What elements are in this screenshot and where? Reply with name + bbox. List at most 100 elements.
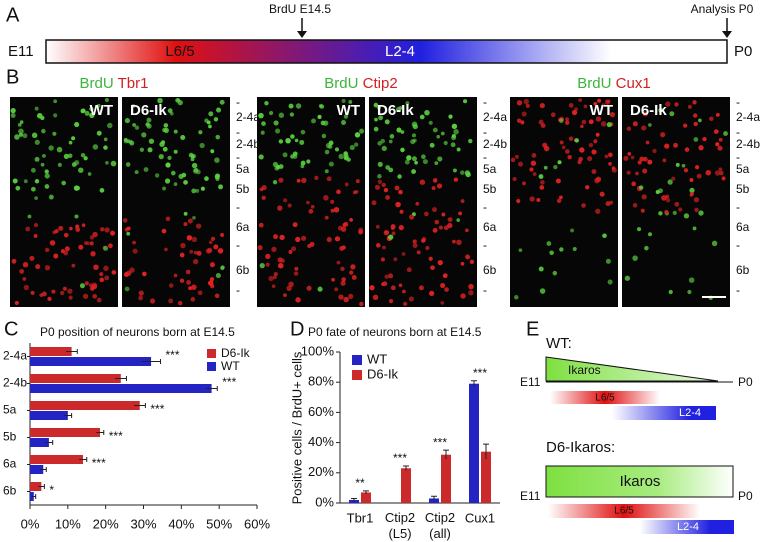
x-tick-label: 0% bbox=[21, 516, 40, 531]
cell bbox=[78, 244, 84, 250]
cell bbox=[338, 294, 344, 300]
cell bbox=[411, 133, 416, 138]
cell bbox=[124, 118, 130, 124]
cell bbox=[157, 97, 163, 104]
cell bbox=[693, 113, 698, 118]
cell bbox=[689, 187, 695, 193]
cell bbox=[104, 227, 110, 233]
cell bbox=[306, 285, 312, 291]
cell bbox=[630, 155, 635, 160]
cell bbox=[64, 246, 70, 252]
cell bbox=[176, 98, 181, 102]
cell bbox=[47, 296, 52, 302]
cell bbox=[214, 157, 220, 163]
cell bbox=[442, 273, 448, 279]
cell bbox=[398, 224, 404, 231]
cell bbox=[608, 152, 613, 158]
cell bbox=[41, 291, 47, 297]
cell bbox=[428, 256, 433, 261]
x-tick-label: 30% bbox=[130, 516, 156, 531]
cell bbox=[571, 109, 578, 116]
cell bbox=[288, 249, 293, 254]
cell bbox=[559, 118, 564, 123]
cell bbox=[539, 102, 545, 109]
panel-label: C bbox=[4, 318, 18, 340]
cell bbox=[210, 236, 216, 241]
cell bbox=[288, 281, 294, 288]
cell bbox=[408, 214, 415, 220]
cell bbox=[429, 290, 435, 296]
cell bbox=[359, 301, 364, 307]
cell bbox=[275, 128, 281, 134]
cell bbox=[105, 160, 109, 165]
cell bbox=[705, 169, 712, 176]
cell bbox=[277, 262, 284, 269]
bar bbox=[30, 401, 140, 410]
cell bbox=[341, 120, 346, 125]
cell bbox=[468, 283, 474, 290]
layer-boundary: - bbox=[736, 200, 740, 214]
cell bbox=[193, 258, 199, 265]
layer-label: 6b bbox=[236, 263, 250, 277]
cell bbox=[260, 130, 265, 135]
cell bbox=[162, 146, 168, 152]
cell bbox=[429, 142, 435, 148]
cell bbox=[540, 123, 546, 128]
early-label: L6/5 bbox=[595, 393, 615, 404]
cell bbox=[388, 273, 394, 279]
cell bbox=[604, 99, 611, 105]
cell bbox=[374, 184, 381, 190]
cell bbox=[292, 222, 298, 228]
cell bbox=[293, 271, 299, 276]
cell bbox=[78, 167, 84, 173]
cell bbox=[278, 112, 285, 118]
significance: *** bbox=[393, 451, 407, 465]
cell bbox=[220, 233, 224, 237]
cell bbox=[139, 147, 145, 152]
cell bbox=[324, 215, 329, 220]
cell bbox=[398, 189, 403, 195]
cell bbox=[324, 169, 329, 174]
cell bbox=[22, 133, 28, 139]
bar bbox=[441, 454, 451, 503]
cell bbox=[587, 155, 593, 162]
analysis-label: Analysis P0 bbox=[691, 2, 754, 16]
cell bbox=[359, 128, 365, 134]
y-tick-label: 80% bbox=[308, 374, 334, 389]
cell bbox=[611, 166, 616, 170]
layer-boundary: - bbox=[236, 238, 240, 252]
bar bbox=[481, 451, 491, 503]
cell bbox=[181, 172, 187, 178]
cell bbox=[173, 182, 178, 186]
cell bbox=[294, 138, 299, 143]
cell bbox=[627, 151, 632, 156]
cell bbox=[104, 97, 110, 103]
cell bbox=[400, 147, 405, 153]
cell bbox=[56, 146, 63, 153]
cell bbox=[85, 241, 90, 246]
cell bbox=[288, 103, 294, 109]
cell bbox=[132, 248, 138, 254]
cell bbox=[644, 245, 649, 251]
cell bbox=[355, 179, 360, 184]
cell bbox=[271, 246, 277, 253]
cell bbox=[564, 120, 570, 125]
cell bbox=[604, 154, 609, 159]
cell bbox=[664, 143, 670, 149]
cell bbox=[350, 264, 356, 270]
arrowhead bbox=[722, 31, 732, 38]
cell bbox=[555, 178, 561, 184]
chart-title: P0 position of neurons born at E14.5 bbox=[40, 325, 235, 339]
layer-label: 5a bbox=[483, 162, 497, 176]
cell bbox=[538, 174, 544, 179]
cell bbox=[348, 293, 354, 299]
cell bbox=[63, 250, 69, 256]
cell bbox=[378, 115, 384, 121]
y-tick-label: 6b bbox=[3, 484, 17, 498]
cell bbox=[372, 294, 379, 301]
genotype-label: D6-Ik bbox=[130, 102, 167, 119]
cell bbox=[301, 177, 307, 184]
cell bbox=[550, 112, 556, 118]
cell bbox=[665, 101, 671, 107]
